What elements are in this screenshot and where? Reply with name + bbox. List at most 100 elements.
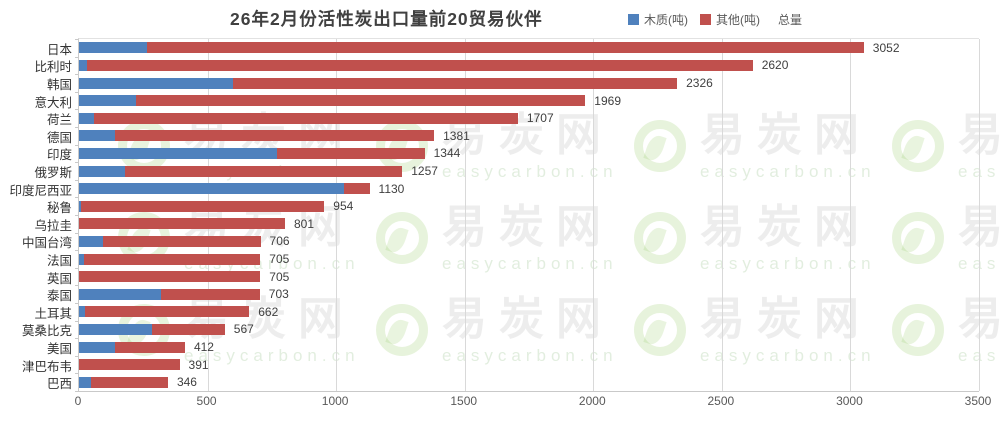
y-axis-tick: [75, 144, 79, 146]
category-label: 美国: [46, 342, 72, 356]
bar-segment-wood: [79, 253, 85, 265]
gridline: [464, 39, 466, 391]
category-label: 英国: [46, 271, 72, 286]
bar-segment-other: [161, 288, 260, 300]
bar-row: 1969: [79, 93, 621, 108]
category-label: 德国: [46, 130, 72, 145]
bar-segment-other: [103, 235, 261, 247]
category-label: 中国台湾: [21, 236, 72, 251]
category-label: 印度: [46, 148, 72, 163]
category-label: 泰国: [46, 289, 72, 304]
bar-segment-wood: [79, 341, 115, 353]
other-color-chip-icon: [700, 14, 711, 25]
bar-segment-wood: [79, 59, 87, 71]
y-axis-tick: [75, 215, 79, 216]
bar-segment-wood: [79, 42, 148, 54]
x-tick-label: 3500: [964, 394, 992, 408]
category-label: 俄罗斯: [34, 166, 72, 180]
total-label: 391: [188, 357, 209, 372]
bar-segment-other: [135, 95, 586, 107]
x-tick-label: 2000: [578, 394, 606, 408]
total-label: 705: [269, 252, 290, 266]
bar-segment-other: [125, 165, 403, 177]
bar-segment-wood: [79, 323, 153, 335]
gridline: [721, 39, 723, 391]
bar-segment-other: [85, 306, 250, 318]
bar-segment-other: [343, 183, 370, 195]
total-label: 1969: [594, 93, 621, 108]
bar-segment-wood: [79, 95, 136, 107]
bar-segment-wood: [79, 376, 91, 388]
y-axis-tick: [75, 338, 79, 340]
legend-label: 总量: [778, 13, 803, 27]
total-label: 2620: [761, 58, 789, 73]
total-label: 1344: [433, 146, 461, 161]
gridline: [593, 39, 595, 391]
bar-segment-other: [147, 42, 864, 54]
bar-segment-other: [277, 147, 425, 159]
category-label: 秘鲁: [46, 201, 72, 216]
x-tick-label: 1500: [450, 394, 478, 408]
y-axis-tick: [75, 127, 79, 128]
y-axis-tick: [75, 355, 79, 357]
bar-row: 346: [79, 375, 197, 389]
bar-row: 2326: [79, 76, 713, 90]
bar-row: 801: [79, 216, 314, 231]
bar-segment-other: [233, 77, 678, 89]
y-axis-tick: [75, 39, 79, 40]
total-label: 2326: [686, 76, 713, 90]
bar-row: 2620: [79, 58, 789, 73]
plot-area: 3052 2620 2326 1969 1707 1381 1344 1257 1130 954 8…: [75, 38, 980, 392]
bar-row: 567: [79, 322, 254, 336]
total-label: 1381: [443, 128, 470, 143]
y-axis-tick: [75, 56, 79, 58]
bar-segment-wood: [79, 147, 277, 159]
y-axis-tick: [75, 267, 79, 269]
y-axis-tick: [75, 373, 79, 375]
bar-row: 1707: [79, 111, 554, 125]
category-label: 日本: [46, 42, 72, 57]
legend-item-total: 总量: [778, 11, 802, 28]
bar-row: 954: [79, 199, 353, 213]
x-tick-label: 0: [74, 394, 82, 408]
y-axis-tick: [75, 91, 79, 93]
bar-row: 412: [79, 340, 214, 354]
total-label: 1257: [411, 164, 438, 178]
bar-row: 1130: [79, 182, 404, 196]
x-tick-label: 500: [196, 394, 217, 408]
legend-label: 其他(吨): [716, 13, 760, 27]
bar-segment-other: [152, 323, 225, 335]
gridline: [850, 39, 852, 391]
bar-row: 705: [79, 252, 290, 266]
bar-segment-other: [90, 376, 168, 388]
bar-row: 1257: [79, 164, 438, 178]
chart-title: 26年2月份活性炭出口量前20贸易伙伴: [230, 9, 543, 29]
legend-label: 木质(吨): [644, 13, 688, 27]
bar-segment-other: [86, 59, 753, 71]
x-axis: 0 500 1000 1500 2000 2500 3000 3500: [0, 394, 1000, 414]
bar-segment-wood: [79, 165, 126, 177]
bar-row: 705: [79, 269, 290, 284]
bar-segment-wood: [79, 288, 162, 300]
category-label: 法国: [46, 254, 72, 268]
bar-row: 662: [79, 305, 278, 319]
total-label: 706: [269, 234, 290, 249]
bar-segment-wood: [79, 112, 95, 124]
category-label: 印度尼西亚: [9, 183, 72, 198]
category-label: 韩国: [46, 78, 72, 92]
total-label: 801: [293, 216, 314, 231]
bar-segment-other: [79, 359, 180, 371]
y-axis-tick: [75, 109, 79, 111]
y-axis-tick: [75, 197, 79, 199]
category-label: 乌拉圭: [34, 218, 72, 233]
category-label: 莫桑比克: [21, 324, 72, 339]
y-axis-tick: [75, 303, 79, 304]
bar-segment-other: [79, 271, 261, 283]
bar-segment-other: [84, 253, 261, 265]
y-axis-tick: [75, 162, 79, 164]
category-label: 意大利: [34, 95, 72, 110]
bar-segment-wood: [79, 306, 86, 318]
bar-row: 3052: [79, 41, 900, 55]
total-label: 705: [269, 269, 290, 284]
